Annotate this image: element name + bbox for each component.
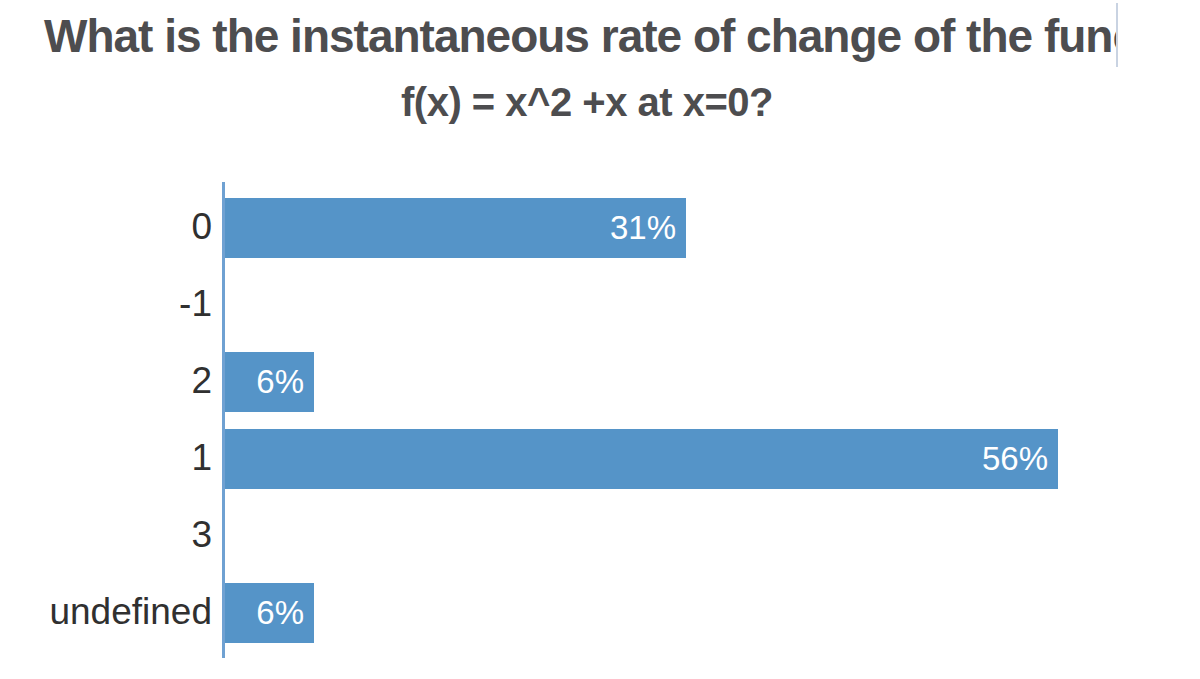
- category-label: undefined: [0, 583, 212, 643]
- bar-row: 0 31%: [0, 182, 1200, 259]
- bar-value-label: 31%: [610, 198, 676, 258]
- category-label: -1: [0, 275, 212, 335]
- bar-row: 2 6%: [0, 336, 1200, 413]
- bar-row: 1 56%: [0, 413, 1200, 490]
- bar: 6%: [225, 583, 314, 643]
- bar-row: undefined 6%: [0, 567, 1200, 644]
- poll-title-line2: f(x) = x^2 +x at x=0?: [0, 76, 1174, 128]
- bar-rows: 0 31% -1 2 6% 1 56% 3 undefined 6%: [0, 182, 1200, 644]
- poll-results-screen: What is the instantaneous rate of change…: [0, 0, 1200, 679]
- category-label: 1: [0, 429, 212, 489]
- bar-value-label: 6%: [256, 583, 304, 643]
- bar: 6%: [225, 352, 314, 412]
- bar-row: -1: [0, 259, 1200, 336]
- bar-row: 3: [0, 490, 1200, 567]
- bar-chart: 0 31% -1 2 6% 1 56% 3 undefined 6%: [0, 182, 1200, 658]
- poll-title-line1-clip: What is the instantaneous rate of change…: [0, 6, 1118, 70]
- poll-title-line1: What is the instantaneous rate of change…: [0, 6, 1118, 66]
- bar: 56%: [225, 429, 1058, 489]
- bar-value-label: 6%: [256, 352, 304, 412]
- text-caret: [1116, 3, 1118, 67]
- bar-value-label: 56%: [982, 429, 1048, 489]
- bar: 31%: [225, 198, 686, 258]
- category-label: 3: [0, 506, 212, 566]
- category-label: 2: [0, 352, 212, 412]
- category-label: 0: [0, 198, 212, 258]
